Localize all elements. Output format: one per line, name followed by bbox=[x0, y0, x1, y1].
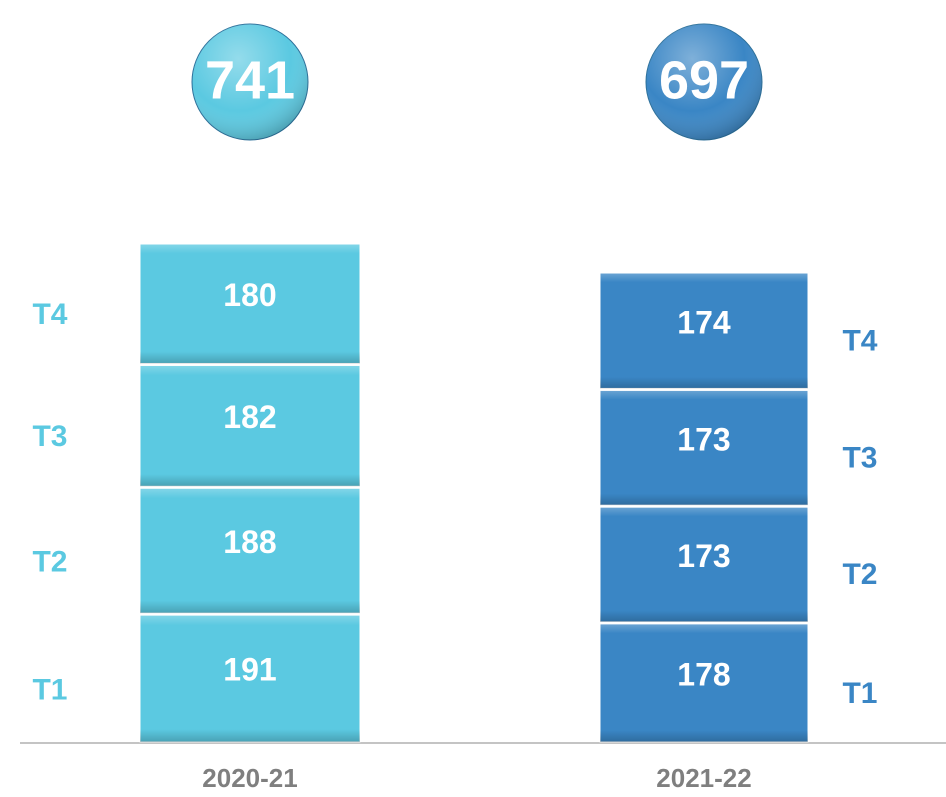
series-label: T4 bbox=[842, 324, 877, 357]
total-circle-shine bbox=[192, 24, 308, 140]
x-tick-label: 2021-22 bbox=[656, 763, 751, 793]
segment-label: 173 bbox=[677, 421, 730, 457]
series-label: T2 bbox=[32, 545, 67, 578]
segment-label: 174 bbox=[677, 304, 731, 340]
total-label: 741 bbox=[205, 50, 295, 110]
x-tick-label: 2020-21 bbox=[202, 763, 297, 793]
series-label: T3 bbox=[32, 420, 67, 453]
bar-segment-shade bbox=[600, 507, 808, 622]
total-circle-shine bbox=[646, 24, 762, 140]
series-label: T1 bbox=[32, 673, 67, 706]
segment-label: 188 bbox=[223, 524, 276, 560]
series-label: T4 bbox=[32, 298, 67, 331]
segment-label: 173 bbox=[677, 538, 730, 574]
bar-segment-shade bbox=[140, 365, 360, 487]
segment-label: 180 bbox=[223, 277, 276, 313]
segment-label: 182 bbox=[223, 399, 276, 435]
bar-segment-shade bbox=[140, 244, 360, 364]
bar-segment-shade bbox=[600, 623, 808, 742]
segment-label: 178 bbox=[677, 656, 730, 692]
segment-label: 191 bbox=[223, 652, 276, 688]
series-label: T2 bbox=[842, 558, 877, 591]
bar-segment-shade bbox=[600, 390, 808, 506]
bar-segment-shade bbox=[140, 615, 360, 742]
bar-segment-shade bbox=[600, 273, 808, 389]
series-label: T1 bbox=[842, 677, 877, 710]
total-label: 697 bbox=[659, 50, 749, 110]
series-label: T3 bbox=[842, 441, 877, 474]
bar-segment-shade bbox=[140, 488, 360, 614]
